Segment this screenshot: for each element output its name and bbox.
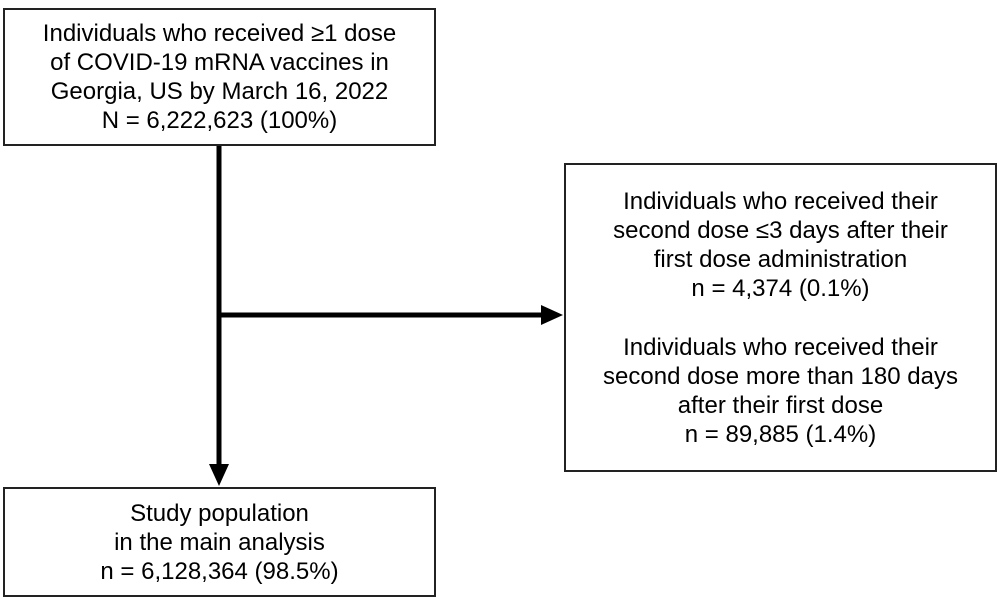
node-study-population-text: Study population in the main analysis n … [100,499,339,585]
node-total-vaccinated: Individuals who received ≥1 dose of COVI… [3,8,436,146]
exclusion-short-interval-text: Individuals who received their second do… [613,187,948,302]
node-exclusions: Individuals who received their second do… [564,163,997,472]
node-total-vaccinated-text: Individuals who received ≥1 dose of COVI… [42,20,397,134]
arrow-down-icon [209,146,229,486]
exclusion-long-interval-text: Individuals who received their second do… [603,333,958,448]
arrow-right-icon [219,305,563,325]
node-study-population: Study population in the main analysis n … [3,487,436,597]
